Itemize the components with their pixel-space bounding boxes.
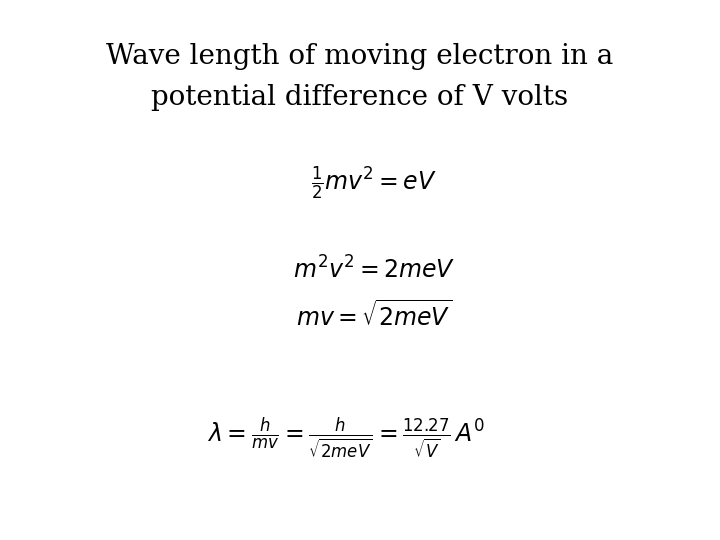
Text: Wave length of moving electron in a: Wave length of moving electron in a	[107, 43, 613, 70]
Text: $m^2v^2 = 2meV$: $m^2v^2 = 2meV$	[293, 256, 456, 284]
Text: $mv = \sqrt{2meV}$: $mv = \sqrt{2meV}$	[297, 301, 452, 331]
Text: potential difference of V volts: potential difference of V volts	[151, 84, 569, 111]
Text: $\frac{1}{2}mv^2 = eV$: $\frac{1}{2}mv^2 = eV$	[312, 165, 437, 202]
Text: $\lambda = \frac{h}{mv} = \frac{h}{\sqrt{2meV}} = \frac{12.27}{\sqrt{V}}\,A^0$: $\lambda = \frac{h}{mv} = \frac{h}{\sqrt…	[207, 415, 485, 460]
